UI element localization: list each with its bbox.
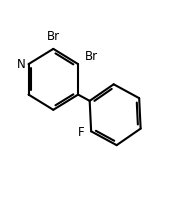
Text: N: N [17,58,25,71]
Text: Br: Br [47,30,60,43]
Text: Br: Br [84,50,98,63]
Text: F: F [78,126,84,139]
